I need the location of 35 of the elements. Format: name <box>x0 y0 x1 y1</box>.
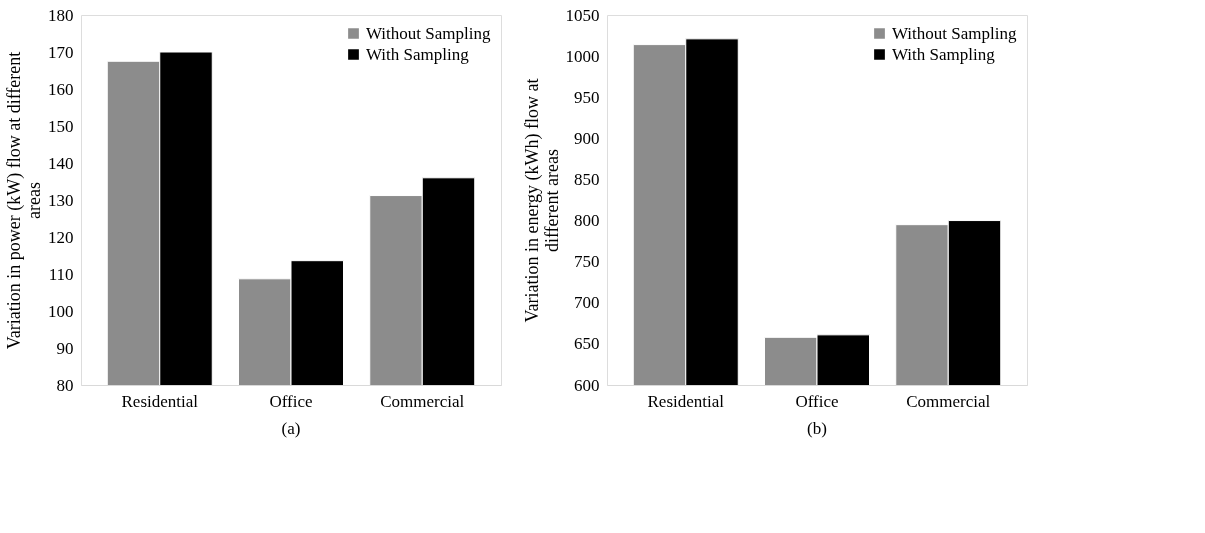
legend-label: Without Sampling <box>366 23 491 43</box>
x-tick-label: Residential <box>121 391 199 411</box>
x-tick-label: Commercial <box>906 391 991 411</box>
y-tick-label: 100 <box>48 301 74 321</box>
y-tick-label: 950 <box>574 87 600 107</box>
x-tick-label: Residential <box>647 391 725 411</box>
y-tick-label: 130 <box>48 190 74 210</box>
y-tick-label: 650 <box>574 334 600 354</box>
legend-label: With Sampling <box>892 44 996 64</box>
legend-label: With Sampling <box>366 44 470 64</box>
y-tick-label: 110 <box>48 264 74 284</box>
y-tick-label: 1050 <box>565 5 600 25</box>
legend-label: Without Sampling <box>892 23 1017 43</box>
y-tick-label: 700 <box>574 293 600 313</box>
x-tick-label: Office <box>795 391 839 411</box>
y-tick-label: 800 <box>574 211 600 231</box>
y-tick-label: 90 <box>56 338 74 358</box>
text: (b) <box>807 419 827 438</box>
x-tick-label: Commercial <box>380 391 465 411</box>
y-tick-label: 160 <box>48 79 74 99</box>
y-tick-label: 750 <box>574 252 600 272</box>
x-tick-label: Office <box>269 391 313 411</box>
y-tick-label: 80 <box>56 375 74 395</box>
y-axis-title: Variation in energy (kWh) flow at different areas <box>521 78 562 323</box>
text: (a) <box>281 419 301 438</box>
y-tick-label: 150 <box>48 116 74 136</box>
y-tick-label: 1000 <box>565 46 600 66</box>
y-tick-label: 120 <box>48 227 74 247</box>
y-tick-label: 180 <box>48 5 74 25</box>
y-tick-label: 850 <box>574 169 600 189</box>
y-tick-label: 140 <box>48 153 74 173</box>
y-tick-label: 600 <box>574 375 600 395</box>
y-tick-label: 900 <box>574 128 600 148</box>
y-axis-title: Variation in power (kW) flow at different areas <box>4 51 44 350</box>
y-tick-label: 170 <box>48 42 74 62</box>
